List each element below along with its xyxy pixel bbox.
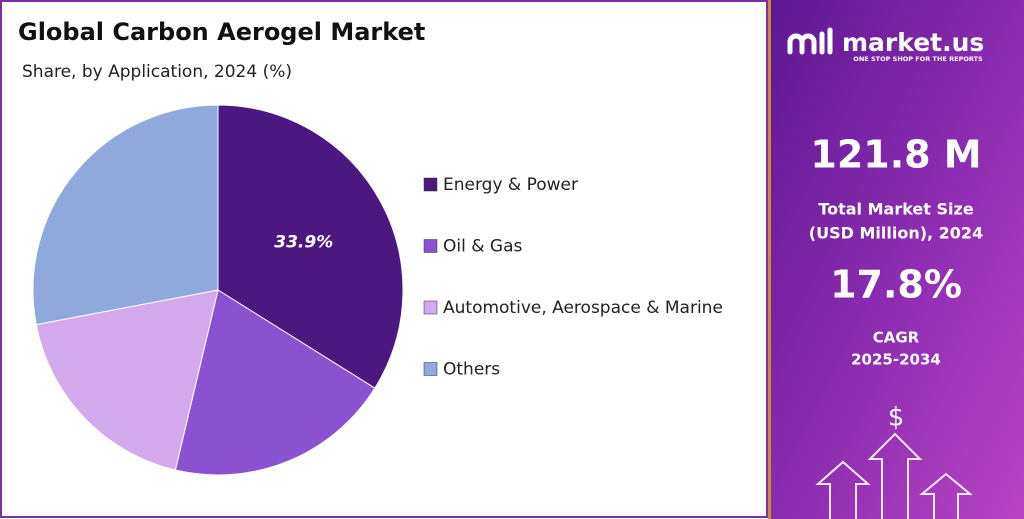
sidebar-panel bbox=[768, 0, 1024, 519]
cagr-value: 17.8% bbox=[830, 263, 962, 307]
pie: 33.9% bbox=[32, 104, 404, 476]
pie-slice bbox=[32, 104, 219, 326]
market-size-label: Total Market Size bbox=[818, 200, 973, 219]
pie-slice bbox=[217, 104, 404, 389]
legend-label: Automotive, Aerospace & Marine bbox=[443, 298, 723, 318]
legend-label: Energy & Power bbox=[443, 175, 578, 195]
chart-title: Global Carbon Aerogel Market bbox=[18, 18, 425, 46]
legend-swatch bbox=[423, 362, 438, 376]
sidebar-edge bbox=[768, 0, 771, 519]
legend-swatch bbox=[423, 239, 438, 253]
pie-slice bbox=[174, 289, 376, 476]
pie-slice bbox=[35, 289, 219, 471]
legend-label: Others bbox=[443, 360, 500, 380]
legend-swatch bbox=[423, 177, 438, 192]
chart-subtitle: Share, by Application, 2024 (%) bbox=[22, 62, 292, 82]
brand-tagline: ONE STOP SHOP FOR THE REPORTS bbox=[853, 55, 983, 63]
brand-name: market.us bbox=[842, 28, 984, 57]
cagr-label: 2025-2034 bbox=[851, 351, 941, 369]
data-label: 33.9% bbox=[274, 232, 333, 252]
legend: Energy & Power Oil & Gas Automotive, Aeros… bbox=[423, 175, 723, 380]
market-size-label: (USD Million), 2024 bbox=[809, 224, 983, 243]
cagr-label: CAGR bbox=[873, 329, 920, 347]
legend-swatch bbox=[423, 300, 438, 315]
currency-icon: $ bbox=[888, 403, 905, 433]
brand-logo bbox=[787, 27, 833, 55]
growth-arrows bbox=[815, 432, 973, 519]
legend-label: Oil & Gas bbox=[443, 237, 522, 257]
market-size: 121.8 M bbox=[810, 133, 981, 177]
